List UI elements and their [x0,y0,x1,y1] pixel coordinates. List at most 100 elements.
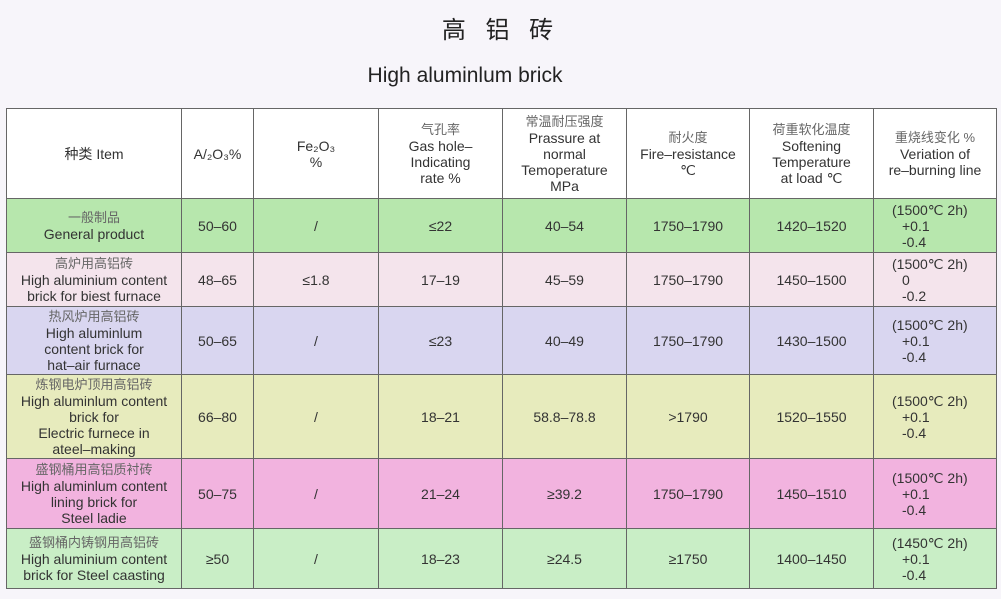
reburning-value: -0.4 [902,501,927,518]
reburning-value: (1500℃ 2h) [892,469,968,486]
column-header: A/₂O₃% [181,108,254,199]
item-name-en: brick for [69,408,119,425]
reburning-value: (1500℃ 2h) [892,392,968,409]
item-name-cn: 炼钢电炉顶用高铝砖 [35,376,153,392]
reburning-value: +0.1 [902,217,930,234]
gas-cell: 18–21 [378,374,503,459]
header-text: Temoperature [521,161,608,178]
header-cn: 耐火度 [668,129,708,145]
table-row: 盛钢桶用高铝质衬砖 High aluminlum content lining br… [6,458,997,529]
pressure-cell: ≥24.5 [502,528,627,589]
reburning-value: 0 [902,271,910,288]
soft-cell: 1450–1500 [749,252,874,307]
fire-cell: 1750–1790 [626,306,750,375]
reburning-cell: (1500℃ 2h) 0 -0.2 [873,252,997,307]
table-row: 热风炉用高铝砖 High aluminlum content brick for ha… [6,306,997,375]
al2o3-cell: 50–65 [181,306,254,375]
item-name-en: ateel–making [52,440,136,457]
item-name-en: General product [43,225,145,242]
table-row: 盛钢桶内铸钢用高铝砖 High aluminium content brick fo… [6,528,997,589]
table-row: 炼钢电炉顶用高铝砖 High aluminlum content brick for… [6,374,997,459]
reburning-value: -0.4 [902,424,927,441]
al2o3-cell: 48–65 [181,252,254,307]
reburning-cell: (1500℃ 2h) +0.1 -0.4 [873,374,997,459]
item-name-en: lining brick for [50,493,138,510]
column-header: 种类 Item [6,108,182,199]
header-cn: 重烧线变化 % [894,129,976,145]
fe2o3-cell: / [253,528,379,589]
header-text: Fe₂O₃ [296,137,336,154]
item-name-en: High aluminlum content [20,392,168,409]
reburning-cell: (1500℃ 2h) +0.1 -0.4 [873,458,997,529]
pressure-cell: ≥39.2 [502,458,627,529]
item-cell: 炼钢电炉顶用高铝砖 High aluminlum content brick for… [6,374,182,459]
header-text: Softening [781,137,842,154]
fire-cell: 1750–1790 [626,458,750,529]
fe2o3-cell: / [253,306,379,375]
reburning-value: +0.1 [902,332,930,349]
table-row: 高炉用高铝砖 High aluminium content brick for bi… [6,252,997,307]
reburning-value: -0.4 [902,566,927,583]
item-name-cn: 高炉用高铝砖 [54,255,133,271]
page-title-cn: 高 铝 砖 [441,16,560,44]
al2o3-cell: 50–75 [181,458,254,529]
column-header: 重烧线变化 % Veriation of re–burning line [873,108,997,199]
item-cell: 一般制品 General product [6,198,182,253]
reburning-cell: (1450℃ 2h) +0.1 -0.4 [873,528,997,589]
reburning-value: (1500℃ 2h) [892,201,968,218]
column-header: 气孔率 Gas hole– Indicating rate % [378,108,503,199]
reburning-value: (1500℃ 2h) [892,316,968,333]
gas-cell: ≤23 [378,306,503,375]
table-row: 一般制品 General product 50–60/≤22 40–54 1750–17… [6,198,997,253]
header-row: 种类 Item A/₂O₃% Fe₂O₃% 气孔率 Gas hole– Indicatin… [6,108,997,199]
fire-cell: 1750–1790 [626,198,750,253]
header-text: Prassure at [528,129,601,146]
item-name-en: High aluminium content [20,271,168,288]
soft-cell: 1520–1550 [749,374,874,459]
reburning-cell: (1500℃ 2h) +0.1 -0.4 [873,306,997,375]
item-name-en: hat–air furnace [47,356,141,373]
item-name-cn: 一般制品 [67,209,120,225]
item-name-cn: 热风炉用高铝砖 [48,308,140,324]
item-name-cn: 盛钢桶用高铝质衬砖 [35,461,153,477]
fire-cell: >1790 [626,374,750,459]
header-text: MPa [550,177,579,194]
item-cell: 高炉用高铝砖 High aluminium content brick for bi… [6,252,182,307]
soft-cell: 1400–1450 [749,528,874,589]
item-cell: 盛钢桶用高铝质衬砖 High aluminlum content lining br… [6,458,182,529]
pressure-cell: 40–49 [502,306,627,375]
al2o3-cell: 66–80 [181,374,254,459]
item-name-cn: 盛钢桶内铸钢用高铝砖 [28,534,159,550]
header-cn: 常温耐压强度 [525,113,604,129]
item-name-en: Steel ladie [61,509,127,526]
al2o3-cell: 50–60 [181,198,254,253]
reburning-value: +0.1 [902,408,930,425]
header-text: rate % [420,169,461,186]
gas-cell: 18–23 [378,528,503,589]
reburning-cell: (1500℃ 2h) +0.1 -0.4 [873,198,997,253]
column-header: Fe₂O₃% [253,108,379,199]
header-text: at load ℃ [780,169,843,186]
gas-cell: ≤22 [378,198,503,253]
header-text: Fire–resistance [640,145,736,162]
column-header: 荷重软化温度 Softening Temperature at load ℃ [749,108,874,199]
header-cn: 气孔率 [420,121,460,137]
header-text: ℃ [680,161,696,178]
item-name-en: brick for biest furnace [27,287,161,304]
item-name-en: content brick for [44,340,144,357]
header-text: normal [543,145,586,162]
header-text: Veriation of [899,145,971,162]
fe2o3-cell: / [253,374,379,459]
fire-cell: 1750–1790 [626,252,750,307]
header-text: % [309,153,323,170]
al2o3-cell: ≥50 [181,528,254,589]
header-cn: 荷重软化温度 [772,121,851,137]
reburning-value: +0.1 [902,485,930,502]
header-text: re–burning line [888,161,982,178]
page-title-en: High aluminlum brick [367,64,563,87]
gas-cell: 21–24 [378,458,503,529]
soft-cell: 1450–1510 [749,458,874,529]
item-name-en: High aluminlum content [20,477,168,494]
gas-cell: 17–19 [378,252,503,307]
reburning-value: -0.4 [902,348,927,365]
